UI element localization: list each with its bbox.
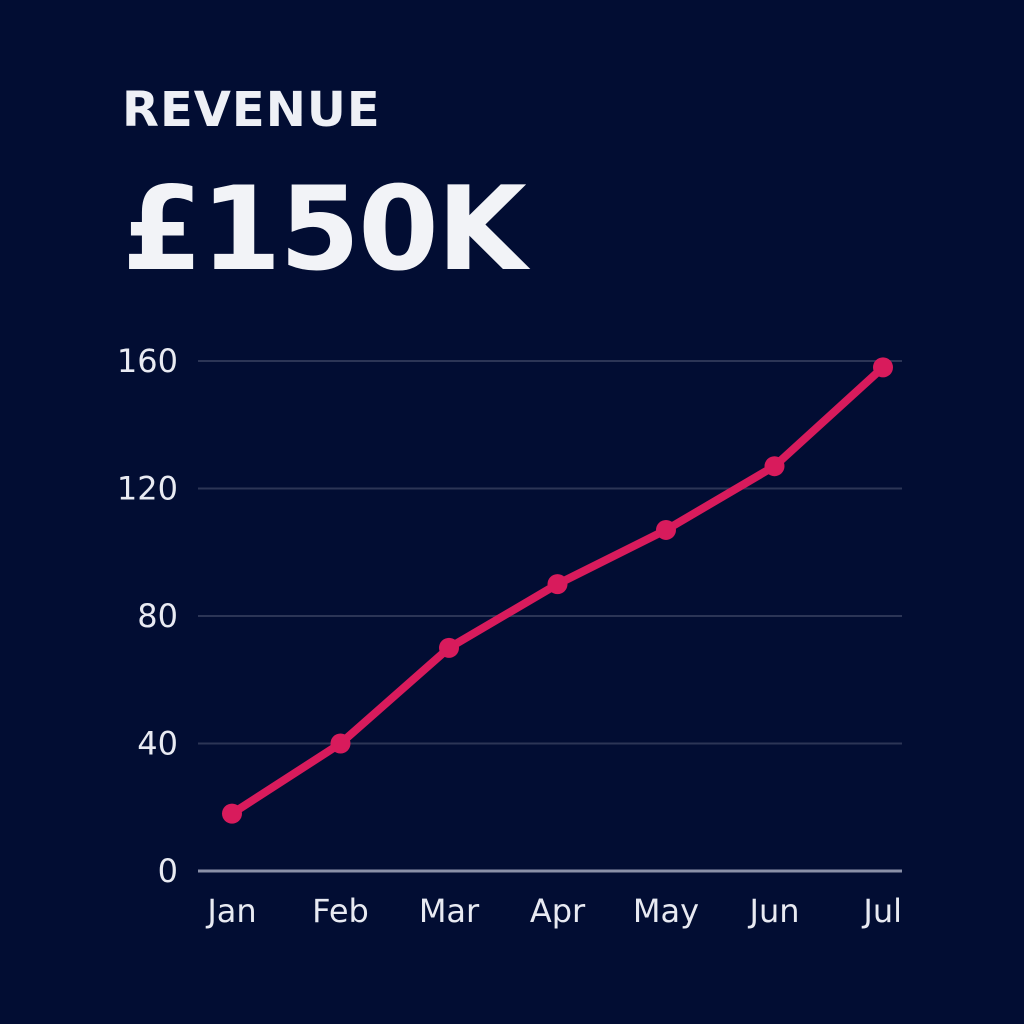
x-tick-label: Jan (205, 892, 256, 930)
x-axis-ticks: Jan Feb Mar Apr May Jun Jul (205, 892, 902, 930)
y-tick-label: 120 (117, 470, 178, 508)
x-tick-label: May (633, 892, 699, 930)
x-tick-label: Apr (530, 892, 586, 930)
x-tick-label: Jun (748, 892, 800, 930)
data-point-apr (547, 574, 568, 595)
grid-lines (198, 360, 902, 873)
y-tick-label: 0 (158, 852, 178, 890)
kpi-label: REVENUE (122, 82, 381, 138)
data-point-feb (330, 733, 351, 754)
data-point-jun (764, 456, 785, 477)
data-point-may (656, 519, 676, 540)
kpi-value: £150K (122, 162, 527, 297)
series-layer (222, 357, 893, 824)
data-point-jan (222, 803, 242, 824)
x-tick-label: Jul (861, 892, 902, 930)
x-tick-label: Mar (419, 892, 480, 930)
x-tick-label: Feb (312, 892, 369, 930)
y-axis-ticks: 0 40 80 120 160 (117, 342, 178, 890)
y-tick-label: 80 (137, 597, 178, 635)
data-point-mar (439, 637, 459, 658)
y-tick-label: 40 (137, 725, 178, 763)
data-point-jul (873, 357, 893, 378)
y-tick-label: 160 (117, 342, 178, 380)
